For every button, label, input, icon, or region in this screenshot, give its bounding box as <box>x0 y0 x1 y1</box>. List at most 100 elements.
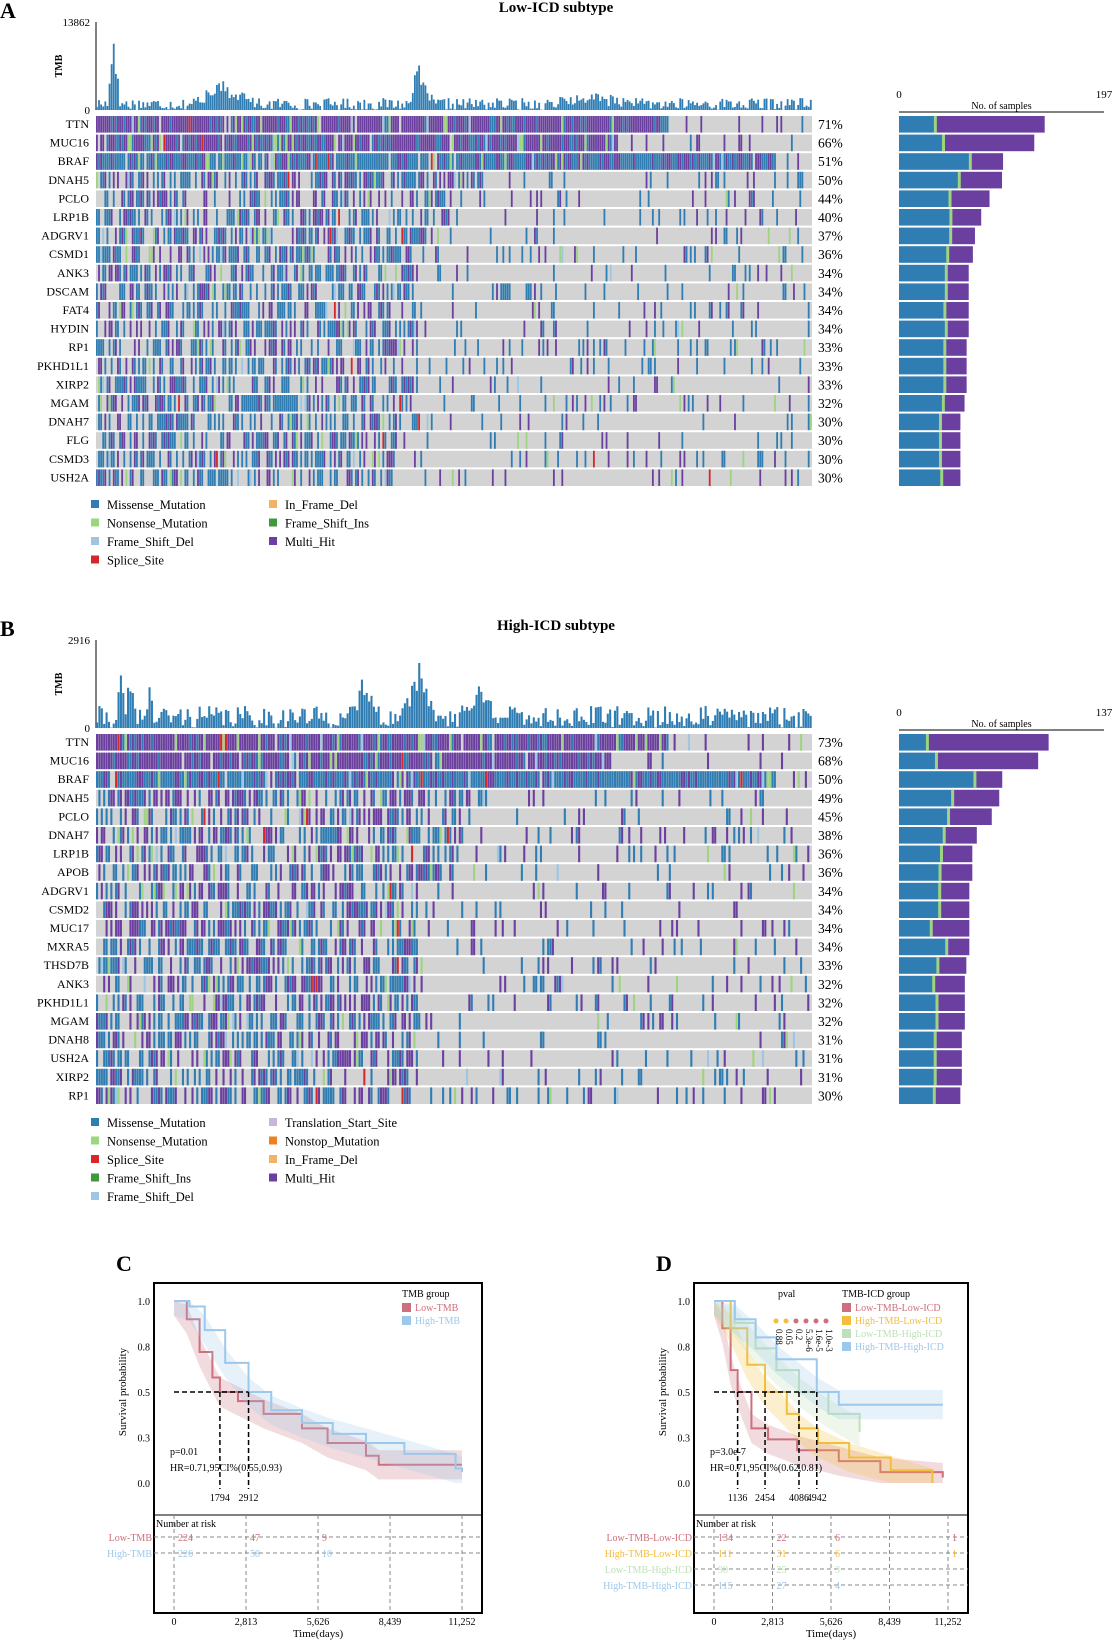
mutation-cell <box>411 153 414 170</box>
mutation-cell <box>444 771 447 788</box>
mutation-cell <box>279 901 282 918</box>
mutation-cell <box>483 190 486 207</box>
mutation-cell <box>203 190 206 207</box>
gene-label-csmd2: CSMD2 <box>49 902 89 916</box>
mutation-cell <box>198 827 201 844</box>
mutation-cell <box>640 771 643 788</box>
mutation-cell <box>243 134 246 152</box>
mutation-cell <box>96 246 98 263</box>
mutation-cell <box>499 734 502 751</box>
mutation-cell <box>247 339 250 356</box>
tmb-bar <box>641 98 644 110</box>
mutation-cell <box>182 320 185 338</box>
mutation-cell <box>399 413 402 431</box>
mutation-cell <box>129 469 132 486</box>
mutation-cell <box>363 771 366 788</box>
mutation-cell <box>284 920 287 937</box>
mutation-cell <box>677 153 680 170</box>
mutation-cell <box>683 827 686 844</box>
tmb-bar <box>265 725 268 728</box>
tmb-bar <box>466 102 469 110</box>
mutation-cell <box>167 339 170 356</box>
mutation-cell <box>138 190 140 207</box>
mutation-cell <box>146 116 149 133</box>
mutation-cell <box>102 469 105 486</box>
mutation-cell <box>117 734 120 751</box>
mutation-cell <box>275 864 278 881</box>
mutation-cell <box>628 882 631 900</box>
mutation-cell <box>102 339 105 356</box>
mutation-cell <box>268 339 271 356</box>
mutation-cell <box>277 302 279 319</box>
mutation-cell <box>506 116 509 133</box>
mutation-cell <box>150 116 153 133</box>
mutation-cell <box>742 771 745 788</box>
mutation-cell <box>157 339 159 356</box>
tmb-bar <box>210 714 213 728</box>
mutation-cell <box>246 882 249 900</box>
mutation-cell <box>678 901 681 918</box>
mutation-cell <box>529 283 532 300</box>
tmb-bar <box>559 97 562 110</box>
mutation-cell <box>605 134 608 152</box>
mutation-cell <box>143 808 146 825</box>
mutation-cell <box>287 395 290 412</box>
mutation-cell <box>727 190 730 207</box>
mutation-cell <box>275 357 277 375</box>
mutation-cell <box>329 432 332 449</box>
mutation-cell <box>355 320 357 338</box>
mutation-cell <box>519 116 522 133</box>
mutation-cell <box>439 171 442 189</box>
mutation-cell <box>542 116 545 133</box>
mutation-cell <box>594 752 597 770</box>
mutation-cell <box>540 190 543 207</box>
mutation-cell <box>574 134 576 152</box>
mutation-cell <box>641 153 644 170</box>
mutation-cell <box>413 920 416 937</box>
mutation-cell <box>174 789 177 807</box>
mutation-cell <box>465 789 469 807</box>
mutation-cell <box>159 302 161 319</box>
mutation-cell <box>249 339 252 356</box>
mutation-cell <box>142 413 145 431</box>
mutation-cell <box>759 789 762 807</box>
mutation-cell <box>131 209 134 226</box>
gene-percent-pclo: 44% <box>818 191 843 206</box>
mutation-cell <box>597 134 600 152</box>
mutation-cell <box>136 901 139 918</box>
mutation-cell <box>222 283 225 300</box>
mutation-cell <box>516 734 519 751</box>
mutation-cell <box>599 339 602 356</box>
mutation-cell <box>279 395 282 412</box>
mutation-cell <box>555 153 557 170</box>
gene-percent-ank3: 34% <box>818 266 843 281</box>
mutation-cell <box>352 302 355 319</box>
mutation-cell <box>201 395 204 412</box>
mutation-cell <box>184 171 187 189</box>
mutation-cell <box>352 190 355 207</box>
mutation-cell <box>584 395 587 412</box>
mutation-cell <box>319 134 322 152</box>
mutation-cell <box>247 357 250 375</box>
mutation-cell <box>599 771 602 788</box>
mutation-cell <box>651 339 654 356</box>
mutation-cell <box>245 134 248 152</box>
tmb-bar <box>727 101 730 110</box>
mutation-cell <box>308 264 311 282</box>
mutation-cell <box>691 395 694 412</box>
mutation-cell <box>371 339 374 356</box>
mutation-cell <box>570 771 574 788</box>
mutation-cell <box>287 153 290 170</box>
mutation-cell <box>211 395 214 412</box>
mutation-cell <box>422 734 426 751</box>
mutation-cell <box>258 395 260 412</box>
mutation-cell <box>117 376 119 393</box>
tmb-bar <box>336 105 338 110</box>
mutation-cell <box>184 432 187 449</box>
mutation-cell <box>127 153 130 170</box>
tmb-bar <box>372 706 375 728</box>
mutation-cell <box>494 376 496 393</box>
tmb-bar <box>409 101 412 110</box>
mutation-cell <box>340 190 343 207</box>
